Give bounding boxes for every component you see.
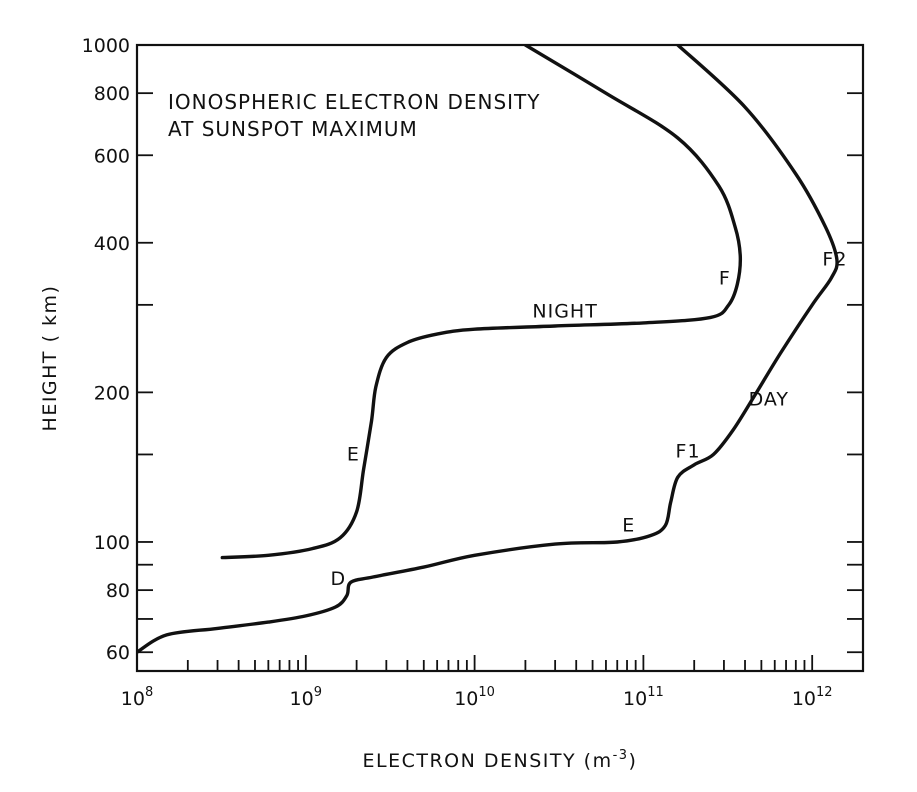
- x-axis-title-sup: -3: [613, 748, 629, 763]
- series-line-day: [137, 45, 839, 654]
- chart-title-line-2: AT SUNSPOT MAXIMUM: [168, 117, 418, 141]
- y-axis-title: HEIGHT ( km): [39, 285, 61, 432]
- series-layer: [137, 45, 839, 654]
- y-tick-label: 200: [94, 382, 130, 404]
- x-axis-title: ELECTRON DENSITY (m-3): [363, 748, 638, 772]
- x-tick-label-base: 10: [290, 688, 314, 710]
- annotation-label: NIGHT: [532, 300, 597, 322]
- x-tick-label: 1012: [792, 685, 833, 710]
- x-tick-label-exp: 8: [145, 685, 153, 700]
- y-tick-label: 80: [106, 580, 130, 602]
- y-tick-label: 400: [94, 233, 130, 255]
- x-tick-label: 109: [290, 685, 322, 710]
- series-line-night: [220, 45, 743, 560]
- x-tick-label-base: 10: [454, 688, 478, 710]
- y-tick-label: 60: [106, 642, 130, 664]
- x-axis-title-base: ELECTRON DENSITY (m: [363, 750, 613, 772]
- annotation-label: F2: [822, 249, 847, 271]
- x-tick-label-exp: 11: [647, 685, 664, 700]
- x-tick-label-exp: 12: [816, 685, 833, 700]
- chart-title-line-1: IONOSPHERIC ELECTRON DENSITY: [168, 90, 540, 114]
- x-tick-label-base: 10: [121, 688, 145, 710]
- plot-frame: [135, 43, 865, 673]
- y-tick-label: 100: [94, 532, 130, 554]
- y-tick-label: 600: [94, 145, 130, 167]
- annotation-label: E: [347, 443, 360, 465]
- x-tick-label-base: 10: [623, 688, 647, 710]
- annotation-label: E: [622, 514, 635, 536]
- annotation-label: DAY: [749, 389, 789, 411]
- x-tick-label: 108: [121, 685, 153, 710]
- x-axis-ticks: 108 109 1010 1011 1012: [121, 655, 864, 710]
- x-axis-title-end: ): [629, 750, 638, 772]
- x-tick-label-exp: 9: [314, 685, 322, 700]
- x-tick-label-base: 10: [792, 688, 816, 710]
- annotation-label: F: [719, 267, 731, 289]
- annotation-layer: NIGHT F E F2 DAY F1 E D: [330, 249, 847, 590]
- y-tick-label: 800: [94, 83, 130, 105]
- x-tick-label: 1010: [454, 685, 495, 710]
- annotation-label: F1: [676, 440, 701, 462]
- annotation-label: D: [330, 568, 346, 590]
- y-tick-label: 1000: [82, 35, 130, 57]
- x-tick-label-exp: 10: [478, 685, 495, 700]
- y-axis-ticks: 60 80 100 200 400 600 800 1000: [82, 35, 863, 664]
- x-tick-label: 1011: [623, 685, 664, 710]
